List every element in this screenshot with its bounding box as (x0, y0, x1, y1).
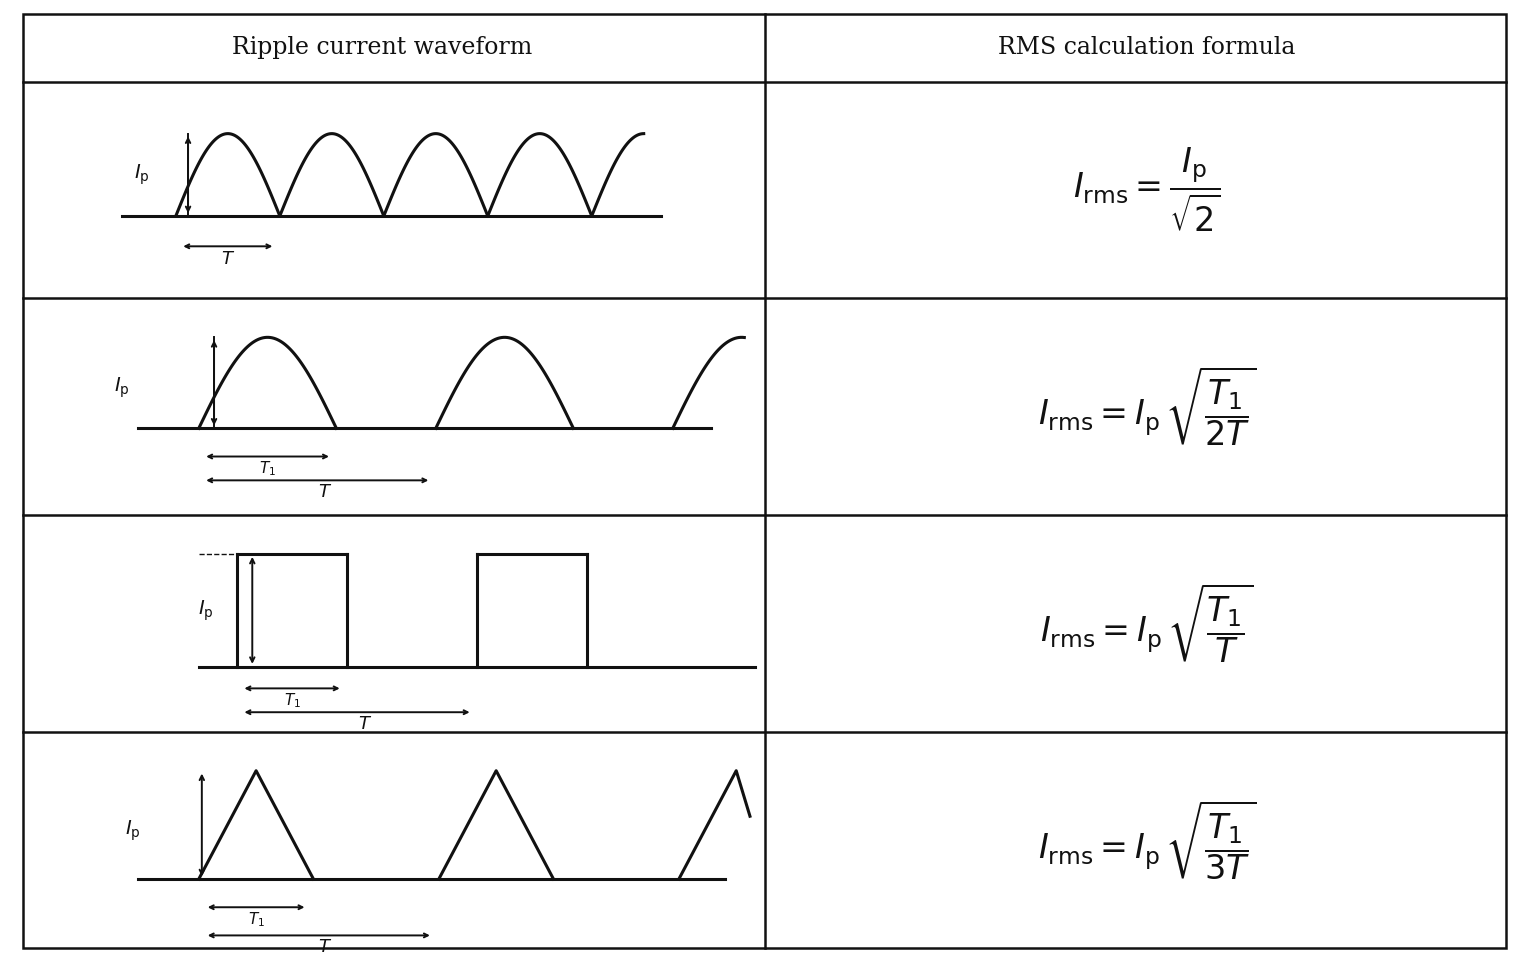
Text: Ripple current waveform: Ripple current waveform (232, 36, 532, 59)
Text: $I_{\rm rms}=I_{\rm p}\,\sqrt{\dfrac{T_1}{T}}$: $I_{\rm rms}=I_{\rm p}\,\sqrt{\dfrac{T_1… (1040, 582, 1254, 665)
Text: $I_{\rm rms}=\dfrac{I_{\rm p}}{\sqrt{2}}$: $I_{\rm rms}=\dfrac{I_{\rm p}}{\sqrt{2}}… (1073, 146, 1220, 234)
Text: $\mathit{T}$: $\mathit{T}$ (220, 250, 235, 268)
Text: $\mathit{T}$: $\mathit{T}$ (318, 938, 332, 956)
FancyBboxPatch shape (23, 14, 1506, 948)
Text: $\mathit{I}_{\rm p}$: $\mathit{I}_{\rm p}$ (115, 376, 130, 399)
Text: $\mathit{T}_{\rm 1}$: $\mathit{T}_{\rm 1}$ (248, 910, 265, 929)
Text: $\mathit{I}_{\rm p}$: $\mathit{I}_{\rm p}$ (199, 598, 214, 623)
Text: $I_{\rm rms}=I_{\rm p}\,\sqrt{\dfrac{T_1}{2T}}$: $I_{\rm rms}=I_{\rm p}\,\sqrt{\dfrac{T_1… (1038, 365, 1255, 448)
Text: RMS calculation formula: RMS calculation formula (998, 36, 1295, 59)
Text: $I_{\rm rms}=I_{\rm p}\,\sqrt{\dfrac{T_1}{3T}}$: $I_{\rm rms}=I_{\rm p}\,\sqrt{\dfrac{T_1… (1038, 798, 1255, 881)
Text: $\mathit{T}$: $\mathit{T}$ (358, 715, 372, 733)
Text: $\mathit{T}_{\rm 1}$: $\mathit{T}_{\rm 1}$ (258, 460, 277, 478)
Text: $\mathit{I}_{\rm p}$: $\mathit{I}_{\rm p}$ (125, 818, 141, 843)
Text: $\mathit{I}_{\rm p}$: $\mathit{I}_{\rm p}$ (135, 163, 150, 187)
Text: $\mathit{T}$: $\mathit{T}$ (318, 483, 332, 501)
Text: $\mathit{T}_{\rm 1}$: $\mathit{T}_{\rm 1}$ (283, 692, 301, 710)
